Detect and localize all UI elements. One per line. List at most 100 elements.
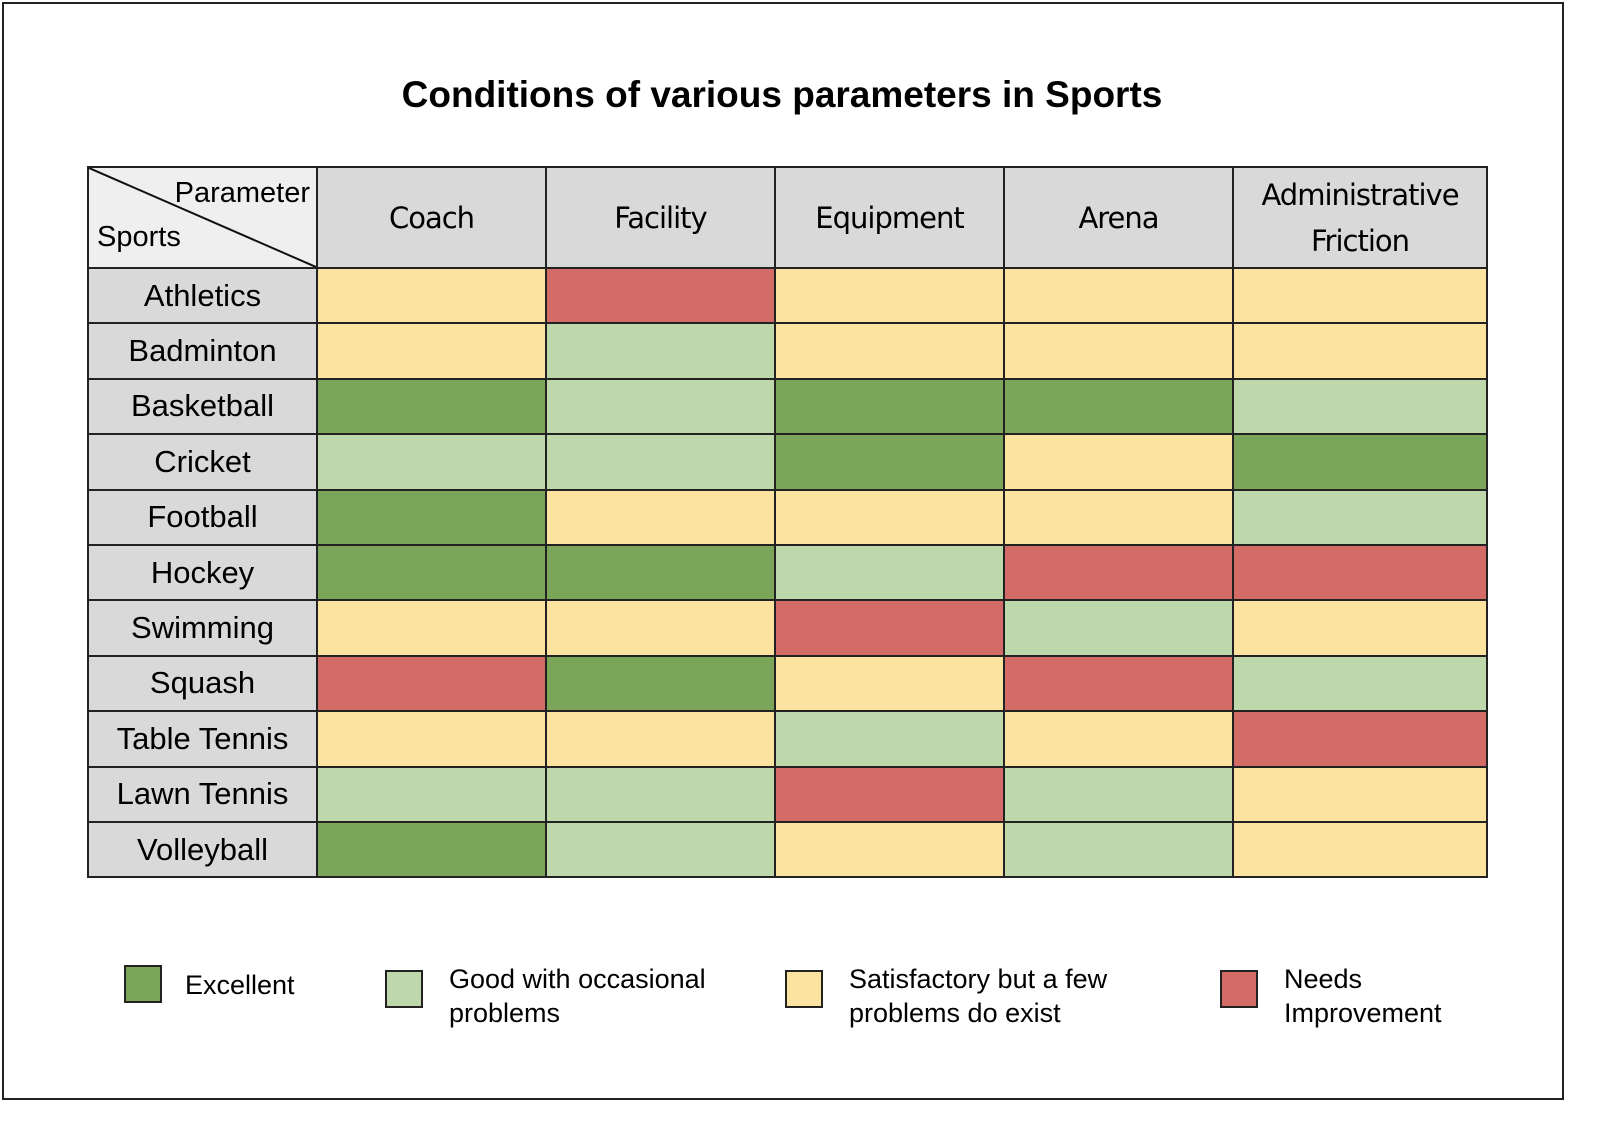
legend-label-line: problems do exist	[849, 998, 1061, 1028]
table-row: Basketball	[87, 377, 1488, 436]
heatmap-cell	[774, 765, 1005, 823]
column-header: Coach	[316, 166, 547, 269]
heatmap-cell	[774, 710, 1005, 768]
heatmap-cell	[545, 710, 776, 768]
heatmap-cell	[545, 322, 776, 380]
table-row: Cricket	[87, 433, 1488, 491]
row-header: Swimming	[87, 599, 318, 657]
heatmap-cell	[545, 765, 776, 823]
table-row: Table Tennis	[87, 710, 1488, 768]
heatmap-cell	[1003, 543, 1234, 602]
heatmap-cell	[316, 377, 547, 436]
heatmap-cell	[316, 433, 547, 491]
heatmap-cell	[774, 599, 1005, 657]
heatmap-cell	[316, 765, 547, 823]
legend-swatch	[1220, 970, 1258, 1008]
legend-label: Satisfactory but a few problems do exist	[849, 962, 1107, 1030]
heatmap-cell	[774, 377, 1005, 436]
heatmap-cell	[1232, 765, 1488, 823]
heatmap-cell	[1232, 377, 1488, 436]
heatmap-cell	[1232, 488, 1488, 546]
heatmap-cell	[1003, 266, 1234, 325]
table-row: Badminton	[87, 322, 1488, 380]
heatmap-cell	[1003, 710, 1234, 768]
heatmap-cell	[774, 820, 1005, 879]
heatmap-cell	[1232, 654, 1488, 713]
heatmap-cell	[1232, 322, 1488, 380]
heatmap-cell	[316, 710, 547, 768]
heatmap-cell	[545, 820, 776, 879]
heatmap-cell	[774, 488, 1005, 546]
legend-label: Good with occasional problems	[449, 962, 706, 1030]
legend-swatch	[124, 965, 162, 1003]
heatmap-cell	[316, 820, 547, 879]
heatmap-cell	[1003, 322, 1234, 380]
heatmap-cell	[316, 488, 547, 546]
table-row: Football	[87, 488, 1488, 546]
column-header: Facility	[545, 166, 776, 269]
legend-label-line: Improvement	[1284, 998, 1442, 1028]
row-axis-label: Sports	[97, 221, 181, 253]
row-header: Squash	[87, 654, 318, 713]
heatmap-cell	[1003, 765, 1234, 823]
heatmap-cell	[545, 488, 776, 546]
heatmap-cell	[1232, 543, 1488, 602]
row-header: Lawn Tennis	[87, 765, 318, 823]
heatmap-cell	[545, 599, 776, 657]
heatmap-cell	[774, 654, 1005, 713]
corner-header: Parameter Sports	[87, 166, 318, 269]
row-header: Badminton	[87, 322, 318, 380]
row-header: Volleyball	[87, 820, 318, 879]
heatmap-cell	[774, 433, 1005, 491]
legend-label-line: problems	[449, 998, 561, 1028]
heatmap-cell	[316, 322, 547, 380]
legend-label-line: Excellent	[185, 970, 295, 1000]
column-header: Equipment	[774, 166, 1005, 269]
column-header: Arena	[1003, 166, 1234, 269]
row-header: Hockey	[87, 543, 318, 602]
table-row: Squash	[87, 654, 1488, 713]
heatmap-cell	[774, 543, 1005, 602]
table-row: Athletics	[87, 266, 1488, 325]
heatmap-cell	[316, 599, 547, 657]
table-row: Volleyball	[87, 820, 1488, 879]
heatmap-cell	[316, 266, 547, 325]
heatmap-cell	[1003, 599, 1234, 657]
row-header: Table Tennis	[87, 710, 318, 768]
heatmap-cell	[545, 266, 776, 325]
heatmap-cell	[774, 322, 1005, 380]
legend-label: Needs Improvement	[1284, 962, 1442, 1030]
heatmap-cell	[545, 543, 776, 602]
row-header: Basketball	[87, 377, 318, 436]
row-header: Cricket	[87, 433, 318, 491]
heatmap-cell	[774, 266, 1005, 325]
heatmap-cell	[1003, 654, 1234, 713]
heatmap-cell	[545, 433, 776, 491]
heatmap-cell	[1003, 433, 1234, 491]
row-header: Football	[87, 488, 318, 546]
legend-label: Excellent	[185, 968, 295, 1002]
table-row: Lawn Tennis	[87, 765, 1488, 823]
heatmap-cell	[1003, 377, 1234, 436]
chart-title: Conditions of various parameters in Spor…	[401, 74, 1163, 115]
heatmap-cell	[316, 543, 547, 602]
heatmap-cell	[1232, 710, 1488, 768]
heatmap-cell	[1232, 820, 1488, 879]
chart-frame	[2, 2, 1564, 1100]
heatmap-cell	[1003, 820, 1234, 879]
heatmap-cell	[545, 654, 776, 713]
column-axis-label: Parameter	[174, 177, 310, 209]
legend-swatch	[385, 970, 423, 1008]
diagonal-divider	[89, 168, 316, 267]
row-header: Athletics	[87, 266, 318, 325]
heatmap-cell	[1232, 433, 1488, 491]
table-row: Hockey	[87, 543, 1488, 602]
table-row: Swimming	[87, 599, 1488, 657]
heatmap-cell	[545, 377, 776, 436]
heatmap-cell	[1232, 266, 1488, 325]
heatmap-table: Parameter Sports Coach Facility Equipment A…	[87, 166, 1488, 879]
heatmap-cell	[1003, 488, 1234, 546]
legend-label-line: Good with occasional	[449, 964, 706, 994]
column-header: Administrative Friction	[1232, 166, 1488, 269]
legend-swatch	[785, 970, 823, 1008]
